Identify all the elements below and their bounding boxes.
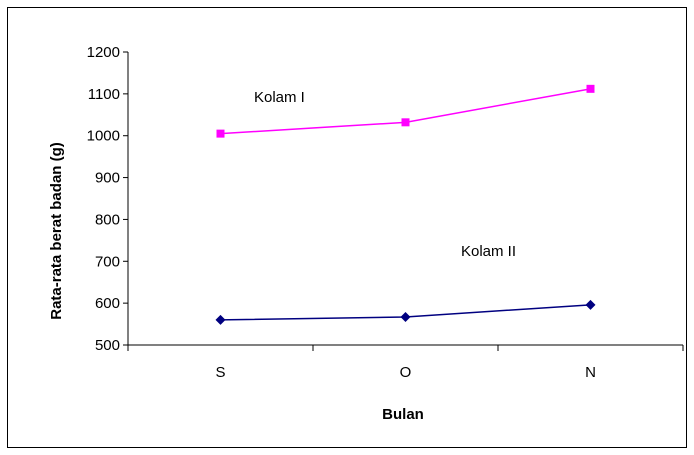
y-tick-label: 1200 <box>87 44 120 61</box>
y-tick-label: 600 <box>95 295 120 312</box>
series-layer <box>215 84 596 325</box>
data-point <box>401 118 410 127</box>
y-axis-title: Rata-rata berat badan (g) <box>48 142 65 320</box>
axes <box>127 52 683 346</box>
series-2 <box>215 299 596 325</box>
data-point <box>400 311 411 322</box>
annotation-kolam-1: Kolam I <box>254 89 305 106</box>
annotation-kolam-2: Kolam II <box>461 243 516 260</box>
y-tick-label: 800 <box>95 211 120 228</box>
y-tick-label: 1000 <box>87 128 120 145</box>
series-1 <box>216 84 595 138</box>
data-point <box>216 129 225 138</box>
x-tick-label: N <box>585 364 596 381</box>
y-axis-ticks: 500 600 700 800 900 1000 1100 1200 <box>87 44 128 354</box>
x-tick-label: S <box>215 364 225 381</box>
y-tick-label: 500 <box>95 337 120 354</box>
y-tick-label: 1100 <box>88 86 120 103</box>
y-tick-label: 900 <box>95 170 120 187</box>
x-axis-title: Bulan <box>382 406 424 423</box>
x-tick-label: O <box>400 364 412 381</box>
data-point <box>586 84 595 93</box>
data-point <box>215 314 226 325</box>
data-point <box>585 299 596 310</box>
y-tick-label: 700 <box>95 253 120 270</box>
